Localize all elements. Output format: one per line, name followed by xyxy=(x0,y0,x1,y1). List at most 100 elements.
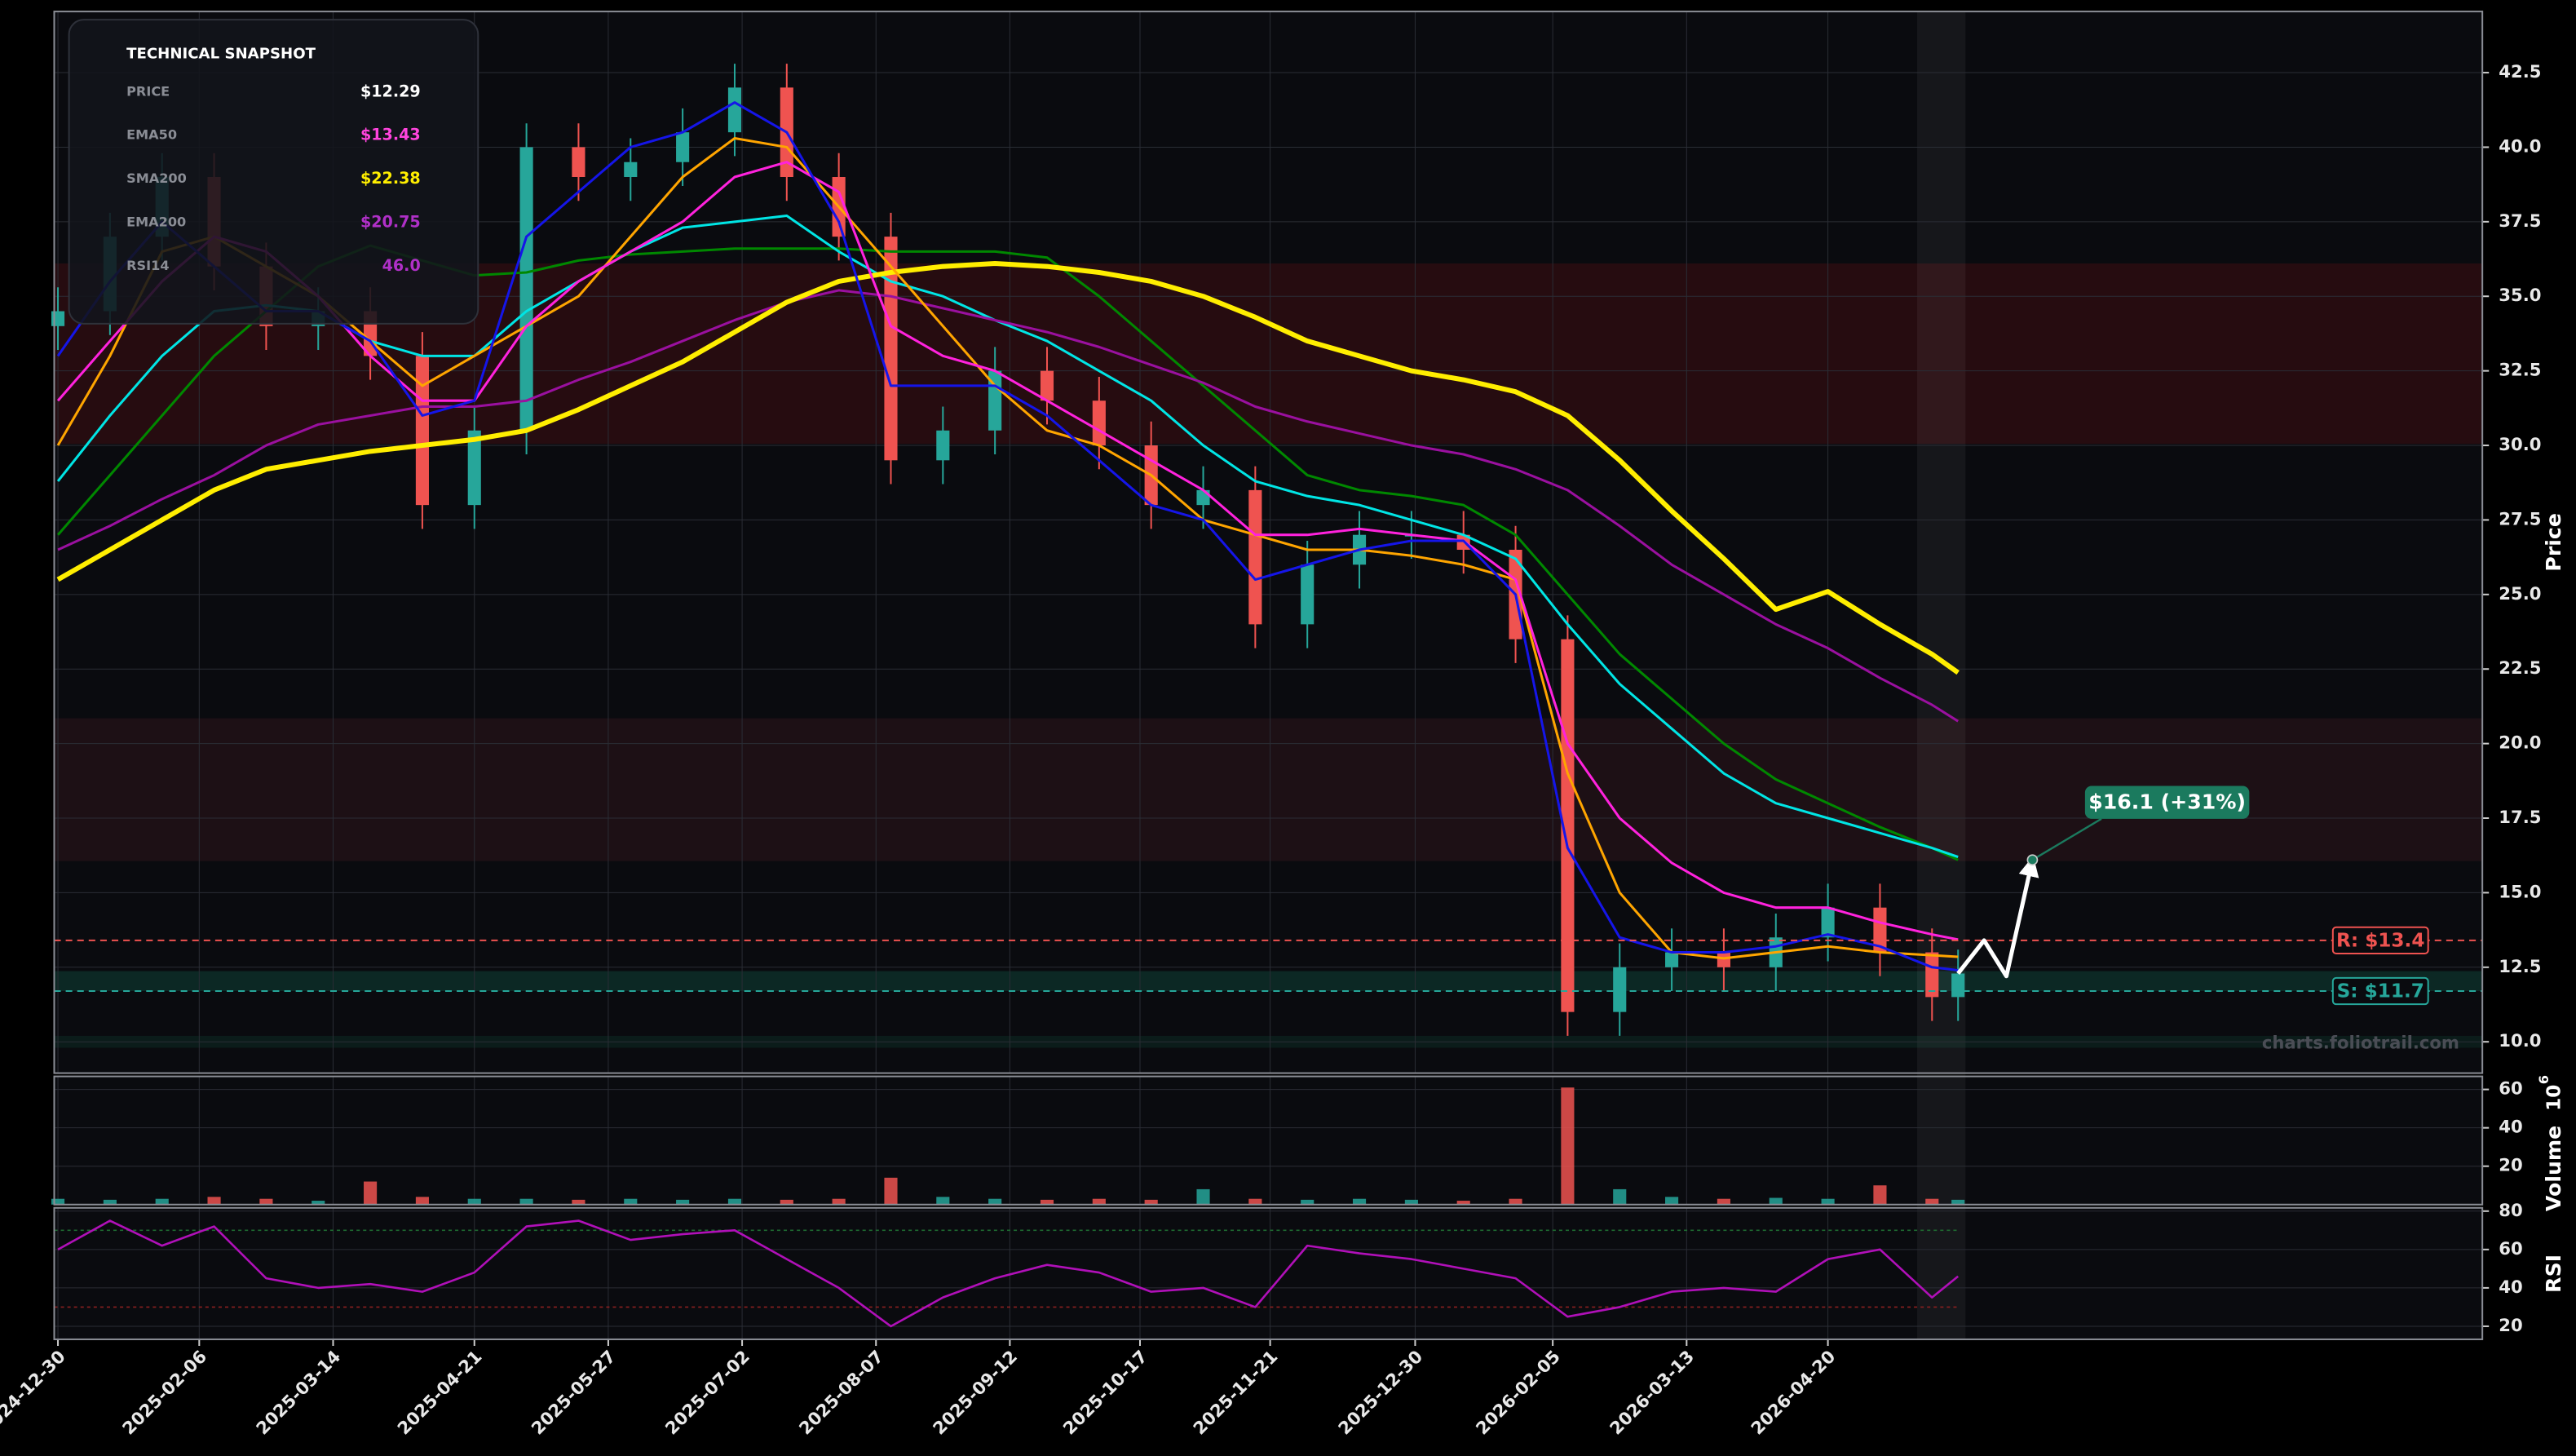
rsi-line xyxy=(57,1219,1960,1328)
volume-bar xyxy=(1092,1198,1106,1205)
candle-body xyxy=(1717,952,1730,967)
y-tick-label: 15.0 xyxy=(2499,881,2541,901)
snapshot-label: EMA50 xyxy=(126,127,177,143)
snapshot-label: EMA200 xyxy=(126,214,186,229)
snapshot-label: SMA200 xyxy=(126,170,187,186)
volume-bar xyxy=(676,1199,690,1205)
level-label: R: $13.4 xyxy=(2336,930,2424,951)
y-tick-label: 40 xyxy=(2499,1117,2522,1137)
annotation-point xyxy=(2026,854,2039,866)
volume-bar xyxy=(624,1198,638,1205)
level-label-box xyxy=(2331,976,2429,1006)
candle-body xyxy=(572,147,585,178)
snapshot-value: $13.43 xyxy=(360,126,421,144)
candle-body xyxy=(1092,401,1106,446)
watermark: charts.foliotrail.com xyxy=(2262,1032,2459,1052)
volume-bar xyxy=(51,1198,65,1205)
snapshot-label: PRICE xyxy=(126,83,170,99)
candle-body xyxy=(1040,370,1054,401)
panel-frame xyxy=(53,1075,2484,1206)
panel-frame xyxy=(53,11,2484,1074)
y-tick-label: 30.0 xyxy=(2499,434,2541,454)
y-tick-label: 27.5 xyxy=(2499,508,2541,529)
volume-bar xyxy=(1821,1198,1835,1205)
volume-bar xyxy=(207,1197,221,1205)
volume-bar xyxy=(312,1201,325,1205)
y-axis-label: RSI xyxy=(2542,1255,2565,1293)
panel-background xyxy=(54,1076,2483,1205)
snapshot-value: $20.75 xyxy=(360,212,421,231)
indicator-line xyxy=(57,289,1960,723)
snapshot-title: TECHNICAL SNAPSHOT xyxy=(126,45,316,62)
y-axis-label: Price xyxy=(2542,513,2565,571)
y-tick-label: 25.0 xyxy=(2499,583,2541,604)
volume-bar xyxy=(884,1177,898,1205)
highlight-band xyxy=(1917,11,1966,1339)
volume-bar xyxy=(1456,1201,1470,1205)
volume-bar xyxy=(832,1198,846,1205)
y-tick-label: 40 xyxy=(2499,1277,2522,1297)
snapshot-value: 46.0 xyxy=(382,256,421,275)
candle-body xyxy=(519,147,533,431)
candle-body xyxy=(884,237,898,461)
price-zone xyxy=(54,971,2483,992)
y-tick-label: 12.5 xyxy=(2499,956,2541,976)
volume-bar xyxy=(1509,1198,1522,1205)
volume-bar xyxy=(1873,1185,1887,1205)
volume-offset-base: 10 xyxy=(2543,1085,2565,1111)
volume-bar xyxy=(103,1199,117,1205)
volume-bar xyxy=(1040,1199,1054,1205)
volume-bar xyxy=(572,1199,585,1205)
y-tick-label: 35.0 xyxy=(2499,285,2541,305)
snapshot-box xyxy=(68,19,479,325)
level-label: S: $11.7 xyxy=(2337,981,2424,1002)
volume-bar xyxy=(259,1198,273,1205)
volume-bar xyxy=(1196,1188,1210,1205)
panel-frame xyxy=(53,1206,2484,1340)
volume-bar xyxy=(467,1198,481,1205)
y-tick-label: 42.5 xyxy=(2499,61,2541,82)
indicator-line xyxy=(56,260,1960,675)
y-tick-label: 17.5 xyxy=(2499,807,2541,827)
snapshot-panel: TECHNICAL SNAPSHOT PRICE $12.29 EMA50 $13.43… xyxy=(68,19,479,325)
y-axis-label: Volume xyxy=(2542,1126,2565,1211)
annotation-label: $16.1 (+31%) xyxy=(2088,790,2246,814)
indicator-line xyxy=(56,161,1959,941)
indicator-line xyxy=(56,136,1959,960)
volume-bar xyxy=(1144,1199,1158,1205)
indicator-line xyxy=(56,101,1959,971)
snapshot-value: $12.29 xyxy=(360,82,421,100)
candle-body xyxy=(1951,973,1965,998)
volume-bar xyxy=(1561,1087,1575,1205)
volume-bar xyxy=(364,1181,378,1205)
price-zone xyxy=(54,718,2483,861)
candle-body xyxy=(1821,907,1835,938)
y-tick-label: 60 xyxy=(2499,1238,2522,1259)
volume-offset-exponent: 6 xyxy=(2536,1075,2552,1084)
candle-body xyxy=(1925,952,1939,998)
volume-bar xyxy=(1352,1198,1367,1205)
volume-bar xyxy=(1665,1197,1679,1205)
volume-bar xyxy=(1925,1198,1939,1205)
y-tick-label: 60 xyxy=(2499,1078,2522,1099)
y-tick-label: 20 xyxy=(2499,1155,2522,1175)
candle-body xyxy=(51,311,65,326)
projection-path xyxy=(1956,856,2039,979)
y-tick-label: 22.5 xyxy=(2499,657,2541,678)
candle-body xyxy=(467,430,481,506)
y-tick-label: 80 xyxy=(2499,1200,2522,1220)
snapshot-label: RSI14 xyxy=(126,258,169,273)
plot-layer: 2024-12-30 2025-02-06 2025-03-14 2025-04-21… xyxy=(0,11,2565,1438)
volume-bar xyxy=(1248,1198,1262,1205)
volume-bar xyxy=(1301,1199,1315,1205)
volume-bar xyxy=(936,1197,950,1205)
volume-bar xyxy=(780,1199,793,1205)
snapshot-value: $22.38 xyxy=(360,169,421,188)
candle-body xyxy=(624,162,638,178)
y-tick-label: 20 xyxy=(2499,1315,2522,1335)
candle-body xyxy=(415,356,429,506)
volume-bar xyxy=(155,1198,169,1205)
candle-body xyxy=(1196,489,1210,506)
candle-body xyxy=(676,132,690,162)
